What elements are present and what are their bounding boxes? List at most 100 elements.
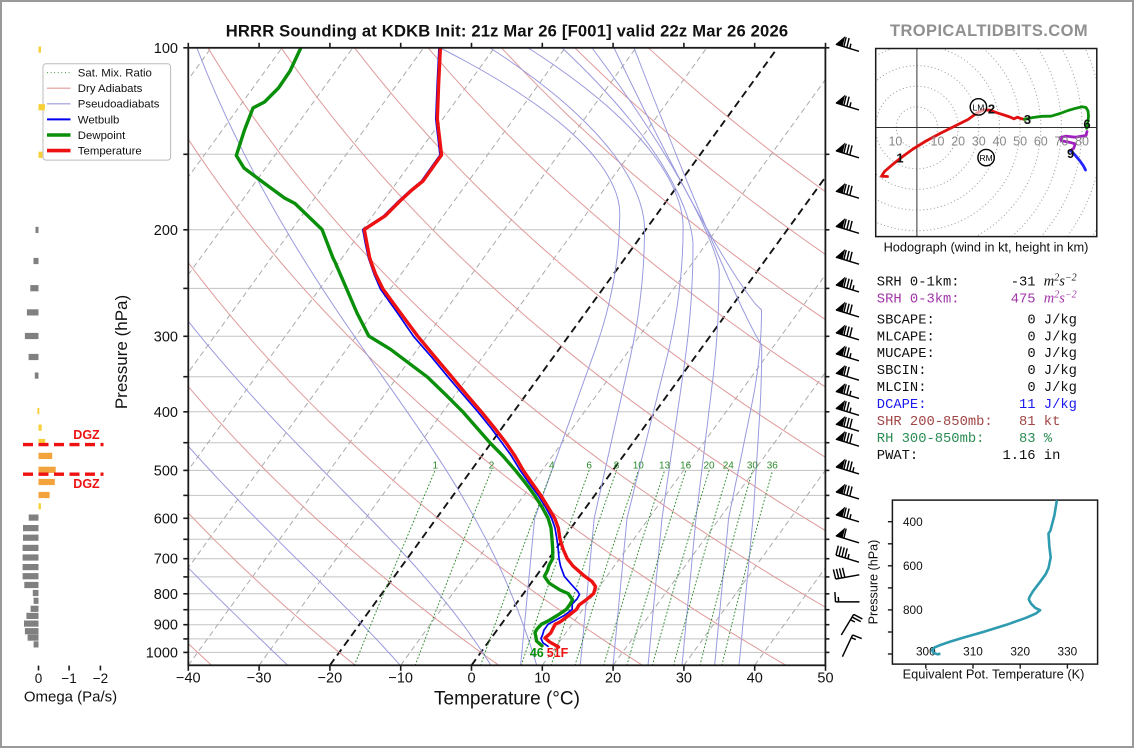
svg-text:36: 36: [767, 460, 779, 471]
svg-text:320: 320: [1010, 645, 1030, 659]
svg-text:SRH 0-1km:: SRH 0-1km:: [877, 275, 960, 291]
svg-text:3: 3: [1024, 112, 1031, 127]
svg-text:500: 500: [154, 463, 178, 479]
svg-text:Equivalent Pot. Temperature (K: Equivalent Pot. Temperature (K): [903, 666, 1085, 681]
svg-text:4: 4: [549, 460, 555, 471]
svg-text:0: 0: [1027, 347, 1035, 362]
svg-text:Omega (Pa/s): Omega (Pa/s): [24, 689, 117, 706]
svg-text:600: 600: [903, 559, 923, 573]
svg-text:20: 20: [605, 671, 621, 687]
svg-text:600: 600: [154, 511, 178, 527]
svg-text:6: 6: [1083, 117, 1090, 132]
svg-text:60: 60: [1034, 134, 1048, 148]
svg-text:900: 900: [154, 618, 178, 634]
svg-text:400: 400: [154, 405, 178, 421]
svg-text:J/kg: J/kg: [1044, 397, 1077, 413]
svg-text:PWAT:: PWAT:: [877, 449, 918, 464]
svg-text:100: 100: [154, 41, 178, 57]
svg-text:10: 10: [931, 134, 945, 148]
svg-text:30: 30: [972, 134, 986, 148]
svg-text:0: 0: [1027, 314, 1035, 329]
svg-text:2: 2: [489, 460, 495, 471]
svg-text:Hodograph (wind in kt, height: Hodograph (wind in kt, height in km): [884, 240, 1089, 255]
svg-text:−1: −1: [61, 671, 76, 686]
svg-text:%: %: [1044, 432, 1053, 447]
svg-text:Pressure (hPa): Pressure (hPa): [867, 540, 881, 625]
svg-text:HRRR Sounding at KDKB Init: 21: HRRR Sounding at KDKB Init: 21z Mar 26 […: [226, 22, 789, 41]
svg-text:20: 20: [951, 134, 965, 148]
svg-text:50: 50: [817, 671, 833, 687]
svg-text:310: 310: [963, 645, 983, 659]
svg-text:50: 50: [1013, 134, 1027, 148]
svg-text:0: 0: [1027, 381, 1035, 396]
svg-text:81: 81: [1019, 415, 1036, 430]
svg-text:Wetbulb: Wetbulb: [78, 114, 120, 126]
svg-text:200: 200: [154, 223, 178, 239]
svg-text:8: 8: [614, 460, 620, 471]
svg-text:30: 30: [747, 460, 759, 471]
svg-text:40: 40: [747, 671, 763, 687]
svg-text:DGZ: DGZ: [73, 428, 100, 442]
svg-text:10: 10: [633, 460, 645, 471]
svg-text:0: 0: [35, 671, 43, 686]
svg-text:Dewpoint: Dewpoint: [78, 130, 126, 142]
svg-text:80: 80: [1075, 134, 1089, 148]
svg-text:16: 16: [680, 460, 692, 471]
svg-text:J/kg: J/kg: [1044, 363, 1077, 379]
svg-text:kt: kt: [1044, 414, 1061, 430]
svg-text:11: 11: [1019, 398, 1036, 413]
svg-text:300: 300: [154, 329, 178, 345]
svg-text:0: 0: [467, 671, 475, 687]
svg-text:9: 9: [1067, 146, 1074, 161]
svg-text:SBCIN:: SBCIN:: [877, 364, 927, 379]
svg-text:1: 1: [433, 460, 439, 471]
svg-text:−40: −40: [176, 671, 201, 687]
svg-text:46: 46: [530, 646, 544, 660]
svg-text:70: 70: [1054, 134, 1068, 148]
svg-text:10: 10: [534, 671, 550, 687]
svg-text:Sat. Mix. Ratio: Sat. Mix. Ratio: [78, 68, 152, 80]
svg-text:-31: -31: [1011, 276, 1036, 291]
svg-text:700: 700: [154, 552, 178, 568]
svg-text:Dry Adiabats: Dry Adiabats: [78, 83, 143, 95]
svg-text:−10: −10: [388, 671, 413, 687]
svg-text:LM: LM: [972, 102, 984, 112]
svg-text:800: 800: [903, 603, 923, 617]
svg-text:400: 400: [903, 515, 923, 529]
svg-text:1000: 1000: [146, 645, 178, 661]
svg-text:J/kg: J/kg: [1044, 346, 1077, 362]
svg-text:−2: −2: [93, 671, 108, 686]
svg-text:10: 10: [888, 134, 902, 148]
svg-text:330: 330: [1058, 645, 1078, 659]
svg-text:DCAPE:: DCAPE:: [877, 398, 927, 413]
svg-text:2: 2: [988, 102, 995, 117]
svg-text:m2s−2: m2s−2: [1044, 289, 1077, 307]
svg-text:20: 20: [703, 460, 715, 471]
svg-text:−20: −20: [318, 671, 343, 687]
svg-text:Pressure (hPa): Pressure (hPa): [112, 295, 131, 409]
svg-text:83: 83: [1019, 432, 1036, 447]
svg-text:Pseudoadiabats: Pseudoadiabats: [78, 99, 160, 111]
svg-text:30: 30: [676, 671, 692, 687]
svg-text:40: 40: [993, 134, 1007, 148]
svg-text:0: 0: [1027, 364, 1035, 379]
svg-text:Temperature: Temperature: [78, 146, 142, 158]
svg-text:J/kg: J/kg: [1044, 329, 1077, 345]
svg-text:1.16: 1.16: [1002, 449, 1035, 464]
svg-text:13: 13: [659, 460, 671, 471]
svg-text:6: 6: [586, 460, 592, 471]
svg-text:SRH 0-3km:: SRH 0-3km:: [877, 292, 960, 308]
svg-text:RM: RM: [979, 153, 992, 163]
svg-text:475: 475: [1011, 293, 1036, 308]
svg-text:−30: −30: [247, 671, 272, 687]
svg-text:0: 0: [1027, 330, 1035, 345]
svg-text:51F: 51F: [547, 646, 569, 660]
svg-text:J/kg: J/kg: [1044, 380, 1077, 396]
svg-text:TROPICALTIDBITS.COM: TROPICALTIDBITS.COM: [890, 22, 1088, 40]
svg-text:SHR 200-850mb:: SHR 200-850mb:: [877, 414, 993, 430]
svg-text:SBCAPE:: SBCAPE:: [877, 314, 935, 329]
svg-text:MLCAPE:: MLCAPE:: [877, 330, 935, 345]
svg-text:in: in: [1044, 448, 1061, 464]
svg-text:RH 300-850mb:: RH 300-850mb:: [877, 431, 985, 447]
svg-text:MUCAPE:: MUCAPE:: [877, 347, 935, 362]
